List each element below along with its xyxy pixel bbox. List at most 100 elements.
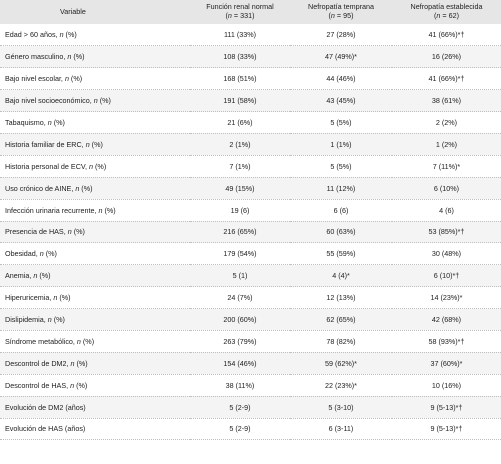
- table-row: Descontrol de DM2, n (%) 154 (46%) 59 (62%…: [0, 352, 501, 375]
- cell-established: 10 (16%): [392, 374, 501, 397]
- table-row: Descontrol de HAS, n (%) 38 (11%) 22 (23%)…: [0, 374, 501, 397]
- header-group-name: Nefropatía temprana: [308, 2, 374, 12]
- row-unit-pct: (%): [43, 249, 57, 259]
- cell-established: 6 (10%): [392, 177, 501, 200]
- header-n-label: n: [330, 11, 335, 20]
- row-label: Historia familiar de ERC, n (%): [0, 133, 190, 156]
- row-unit-n: n: [33, 271, 38, 281]
- row-unit-pct: (%): [93, 161, 107, 171]
- cell-normal: 216 (65%): [190, 221, 290, 244]
- cell-early: 27 (28%): [290, 24, 392, 47]
- table-row: Bajo nivel socioeconómico, n (%) 191 (58%…: [0, 89, 501, 113]
- row-unit-pct: (%): [68, 74, 83, 84]
- cell-early: 47 (49%)*: [290, 45, 392, 69]
- row-label: Género masculino, n (%): [0, 45, 190, 69]
- table-row: Historia personal de ECV, n (%) 7 (1%) 5 (…: [0, 155, 501, 178]
- row-label: Historia personal de ECV, n (%): [0, 155, 190, 178]
- cell-normal: 38 (11%): [190, 374, 290, 397]
- row-label-text: Edad > 60 años,: [5, 30, 60, 40]
- row-unit-n: n: [53, 293, 58, 303]
- row-label-text: Presencia de HAS,: [5, 227, 68, 237]
- cell-normal: 5 (2-9): [190, 396, 290, 419]
- cell-established: 53 (85%)*†: [392, 221, 501, 244]
- row-label: Hiperuricemia, n (%): [0, 286, 190, 310]
- cell-normal: 111 (33%): [190, 24, 290, 47]
- cell-established: 9 (5-13)*†: [392, 396, 501, 419]
- row-unit-pct: (%): [71, 227, 85, 237]
- table-row: Infección urinaria recurrente, n (%) 19 (…: [0, 199, 501, 222]
- row-unit-pct: (%): [51, 118, 65, 127]
- table-row: Bajo nivel escolar, n (%) 168 (51%) 44 (46…: [0, 67, 501, 91]
- header-n-label: n: [436, 11, 441, 20]
- row-label-text: Descontrol de HAS,: [5, 380, 71, 390]
- row-unit-n: n: [67, 227, 72, 237]
- row-unit-n: n: [67, 52, 72, 62]
- row-unit-n: n: [47, 118, 52, 127]
- row-unit-pct: (%): [37, 271, 51, 281]
- row-unit-pct: (%): [89, 139, 103, 149]
- cell-established: 41 (66%)*†: [392, 67, 501, 91]
- cell-early: 5 (5%): [290, 155, 392, 178]
- row-unit-pct: (%): [57, 293, 71, 303]
- cell-early: 44 (46%): [290, 67, 392, 91]
- row-unit-n: n: [98, 205, 103, 215]
- header-group-name: Función renal normal: [206, 2, 274, 12]
- row-label-text: Bajo nivel escolar,: [5, 74, 65, 84]
- table-row: Tabaquismo, n (%) 21 (6%) 5 (5%) 2 (2%): [0, 111, 501, 134]
- row-label: Evolución de HAS (años): [0, 418, 190, 441]
- row-unit-n: n: [89, 161, 94, 171]
- row-label: Infección urinaria recurrente, n (%): [0, 199, 190, 222]
- row-label: Bajo nivel escolar, n (%): [0, 67, 190, 91]
- table-row: Historia familiar de ERC, n (%) 2 (1%) 1 (…: [0, 133, 501, 156]
- cell-normal: 191 (58%): [190, 89, 290, 113]
- cell-established: 4 (6): [392, 199, 501, 222]
- cell-established: 7 (11%)*: [392, 155, 501, 178]
- row-label: Obesidad, n (%): [0, 242, 190, 266]
- table-body: Edad > 60 años, n (%) 111 (33%) 27 (28%) 41…: [0, 24, 501, 441]
- row-unit-n: n: [39, 249, 44, 259]
- cell-early: 5 (5%): [290, 111, 392, 134]
- row-label-text: Infección urinaria recurrente,: [5, 205, 99, 215]
- cell-early: 6 (3-11): [290, 418, 392, 441]
- table-header-row: Variable Función renal normal (n = 331) …: [0, 0, 501, 24]
- cell-early: 1 (1%): [290, 133, 392, 156]
- row-label-text: Síndrome metabólico,: [5, 336, 77, 346]
- header-group-name: Nefropatía establecida: [410, 2, 483, 12]
- table-row: Evolución de DM2 (años) 5 (2-9) 5 (3-10) 9 …: [0, 396, 501, 419]
- table-row: Presencia de HAS, n (%) 216 (65%) 60 (63%)…: [0, 221, 501, 244]
- cell-normal: 108 (33%): [190, 45, 290, 69]
- cell-established: 41 (66%)*†: [392, 24, 501, 47]
- table-row: Anemia, n (%) 5 (1) 4 (4)* 6 (10)*†: [0, 264, 501, 288]
- cell-early: 55 (59%): [290, 242, 392, 266]
- cell-established: 42 (68%): [392, 308, 501, 331]
- row-label-text: Anemia,: [5, 271, 34, 281]
- cell-established: 30 (48%): [392, 242, 501, 266]
- header-variable: Variable: [60, 6, 86, 16]
- header-group-early: Nefropatía temprana (n = 95): [308, 2, 374, 20]
- cell-established: 58 (93%)*†: [392, 330, 501, 353]
- row-unit-pct: (%): [80, 336, 95, 346]
- row-label-text: Evolución de DM2 (años): [5, 402, 86, 412]
- table-row: Dislipidemia, n (%) 200 (60%) 62 (65%) 42 (…: [0, 308, 501, 331]
- row-label-text: Historia personal de ECV,: [5, 161, 90, 171]
- cell-established: 9 (5-13)*†: [392, 418, 501, 441]
- header-n-value: = 331): [231, 11, 255, 20]
- row-label: Tabaquismo, n (%): [0, 111, 190, 134]
- row-label-text: Bajo nivel socioeconómico,: [5, 96, 94, 106]
- cell-early: 59 (62%)*: [290, 352, 392, 375]
- row-unit-pct: (%): [71, 52, 85, 62]
- header-n-value: = 95): [334, 11, 354, 20]
- cell-early: 6 (6): [290, 199, 392, 222]
- cell-normal: 49 (15%): [190, 177, 290, 200]
- row-unit-n: n: [76, 336, 81, 346]
- cell-normal: 24 (7%): [190, 286, 290, 310]
- row-label-text: Descontrol de DM2,: [5, 358, 71, 368]
- row-label-text: Hiperuricemia,: [5, 293, 54, 303]
- cell-normal: 21 (6%): [190, 111, 290, 134]
- row-label-text: Obesidad,: [5, 249, 40, 259]
- cell-early: 43 (45%): [290, 89, 392, 113]
- cell-normal: 19 (6): [190, 199, 290, 222]
- row-label-text: Historia familiar de ERC,: [5, 139, 86, 149]
- row-unit-n: n: [85, 139, 90, 149]
